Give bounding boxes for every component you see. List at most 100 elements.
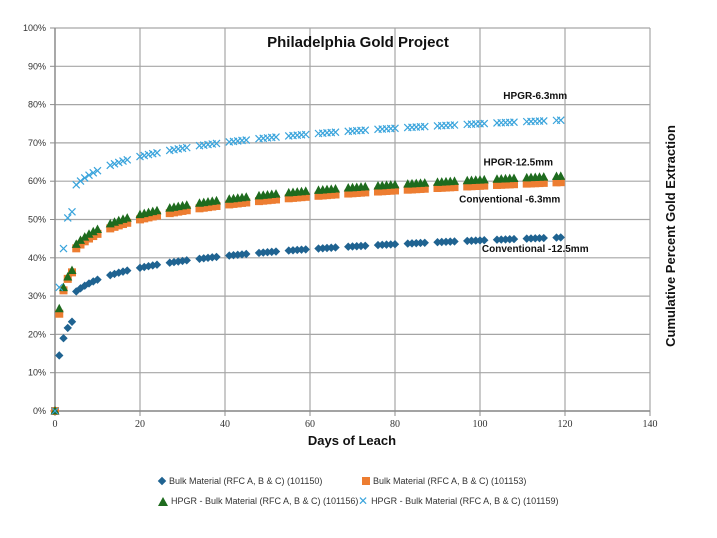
diamond-point <box>509 234 519 244</box>
square-point <box>76 240 85 249</box>
square-point <box>378 187 387 196</box>
legend-item-101159[interactable]: ✕ HPGR - Bulk Material (RFC A, B & C) (1… <box>358 495 558 507</box>
diamond-point <box>178 256 187 266</box>
x-point <box>212 139 221 148</box>
diamond-point <box>208 253 217 262</box>
square-point <box>403 185 412 194</box>
diamond-point <box>195 254 204 263</box>
x-tick-label: 100 <box>473 419 488 430</box>
square-point <box>348 189 357 198</box>
square-point <box>556 178 565 187</box>
square-point <box>416 184 425 193</box>
triangle-point <box>420 178 430 187</box>
square-point <box>450 183 459 192</box>
square-point <box>552 178 561 187</box>
square-point <box>327 190 336 199</box>
legend-item-101153[interactable]: Bulk Material (RFC A, B & C) (101153) <box>362 476 526 486</box>
x-point <box>450 121 459 129</box>
x-point <box>106 161 115 170</box>
square-point <box>382 186 391 195</box>
diamond-point <box>203 253 213 263</box>
square-point <box>178 206 187 215</box>
x-point <box>93 166 102 175</box>
square-point <box>140 214 149 223</box>
square-point <box>272 195 280 204</box>
square-point <box>85 234 93 243</box>
square-point <box>318 191 327 200</box>
square-point <box>110 222 119 231</box>
square-point <box>408 185 416 194</box>
x-point <box>85 171 93 180</box>
square-point <box>72 244 81 253</box>
triangle-point <box>539 172 549 181</box>
x-point <box>76 177 85 186</box>
diamond-point <box>237 250 247 259</box>
square-point <box>148 212 157 221</box>
square-point <box>535 179 544 188</box>
x-axis-title: Days of Leach <box>308 433 396 448</box>
x-point <box>331 128 340 137</box>
series-annotation: Conventional -12.5mm <box>482 244 589 255</box>
triangle-point <box>84 229 94 238</box>
x-point <box>68 207 76 216</box>
square-point <box>442 183 450 192</box>
diamond-point <box>497 235 506 244</box>
square-point <box>386 186 395 195</box>
square-point <box>527 179 535 188</box>
triangle-point <box>390 179 400 189</box>
square-point <box>289 193 297 202</box>
x-tick-label: 20 <box>135 419 145 430</box>
diamond-point <box>123 266 132 275</box>
square-point <box>471 182 480 191</box>
square-point <box>153 211 161 220</box>
triangle-point <box>450 176 459 185</box>
y-tick-label: 40% <box>28 253 46 263</box>
square-point <box>136 215 144 224</box>
x-tick-label: 40 <box>220 419 230 430</box>
square-point <box>174 207 183 216</box>
diamond-point <box>450 237 459 246</box>
y-tick-label: 70% <box>28 138 46 148</box>
triangle-point <box>93 224 102 233</box>
square-point <box>255 197 263 206</box>
square-point <box>106 224 115 233</box>
series-triangle <box>50 171 566 415</box>
triangle-point <box>152 205 162 215</box>
x-point <box>272 133 280 142</box>
diamond-point <box>352 242 361 251</box>
square-point <box>522 179 531 188</box>
series-annotation: Conventional -6.3mm <box>459 195 560 206</box>
square-point <box>293 193 302 202</box>
triangle-point <box>54 303 64 313</box>
diamond-point <box>361 241 370 250</box>
x-point <box>391 124 399 133</box>
triangle-point <box>301 186 311 195</box>
square-point <box>391 186 399 195</box>
square-point <box>476 181 484 190</box>
triangle-point <box>212 195 221 205</box>
diamond-point <box>93 275 102 284</box>
diamond-point <box>165 258 174 267</box>
y-tick-label: 30% <box>28 291 46 301</box>
legend-item-101150[interactable]: Bulk Material (RFC A, B & C) (101150) <box>157 476 322 486</box>
square-point <box>463 182 472 191</box>
x-point <box>182 143 191 152</box>
diamond-point <box>144 262 153 271</box>
diamond-point <box>67 317 77 326</box>
square-point <box>531 179 540 188</box>
x-tick-label: 80 <box>390 419 400 430</box>
y-axis-ticks: 0% 10% 20% 30% 40% 50% 60% 70% 80% 90% 100% <box>23 23 46 416</box>
square-point <box>374 187 382 196</box>
diamond-marker-icon <box>157 476 167 486</box>
square-point <box>446 183 455 192</box>
x-point <box>51 407 59 415</box>
square-point <box>212 201 221 210</box>
x-point <box>242 136 251 144</box>
triangle-point <box>76 235 85 244</box>
x-point <box>301 130 310 139</box>
square-point <box>361 188 370 197</box>
diamond-point <box>135 263 145 273</box>
legend-item-101156[interactable]: HPGR - Bulk Material (RFC A, B & C) (101… <box>158 496 358 506</box>
triangle-point <box>241 192 251 201</box>
